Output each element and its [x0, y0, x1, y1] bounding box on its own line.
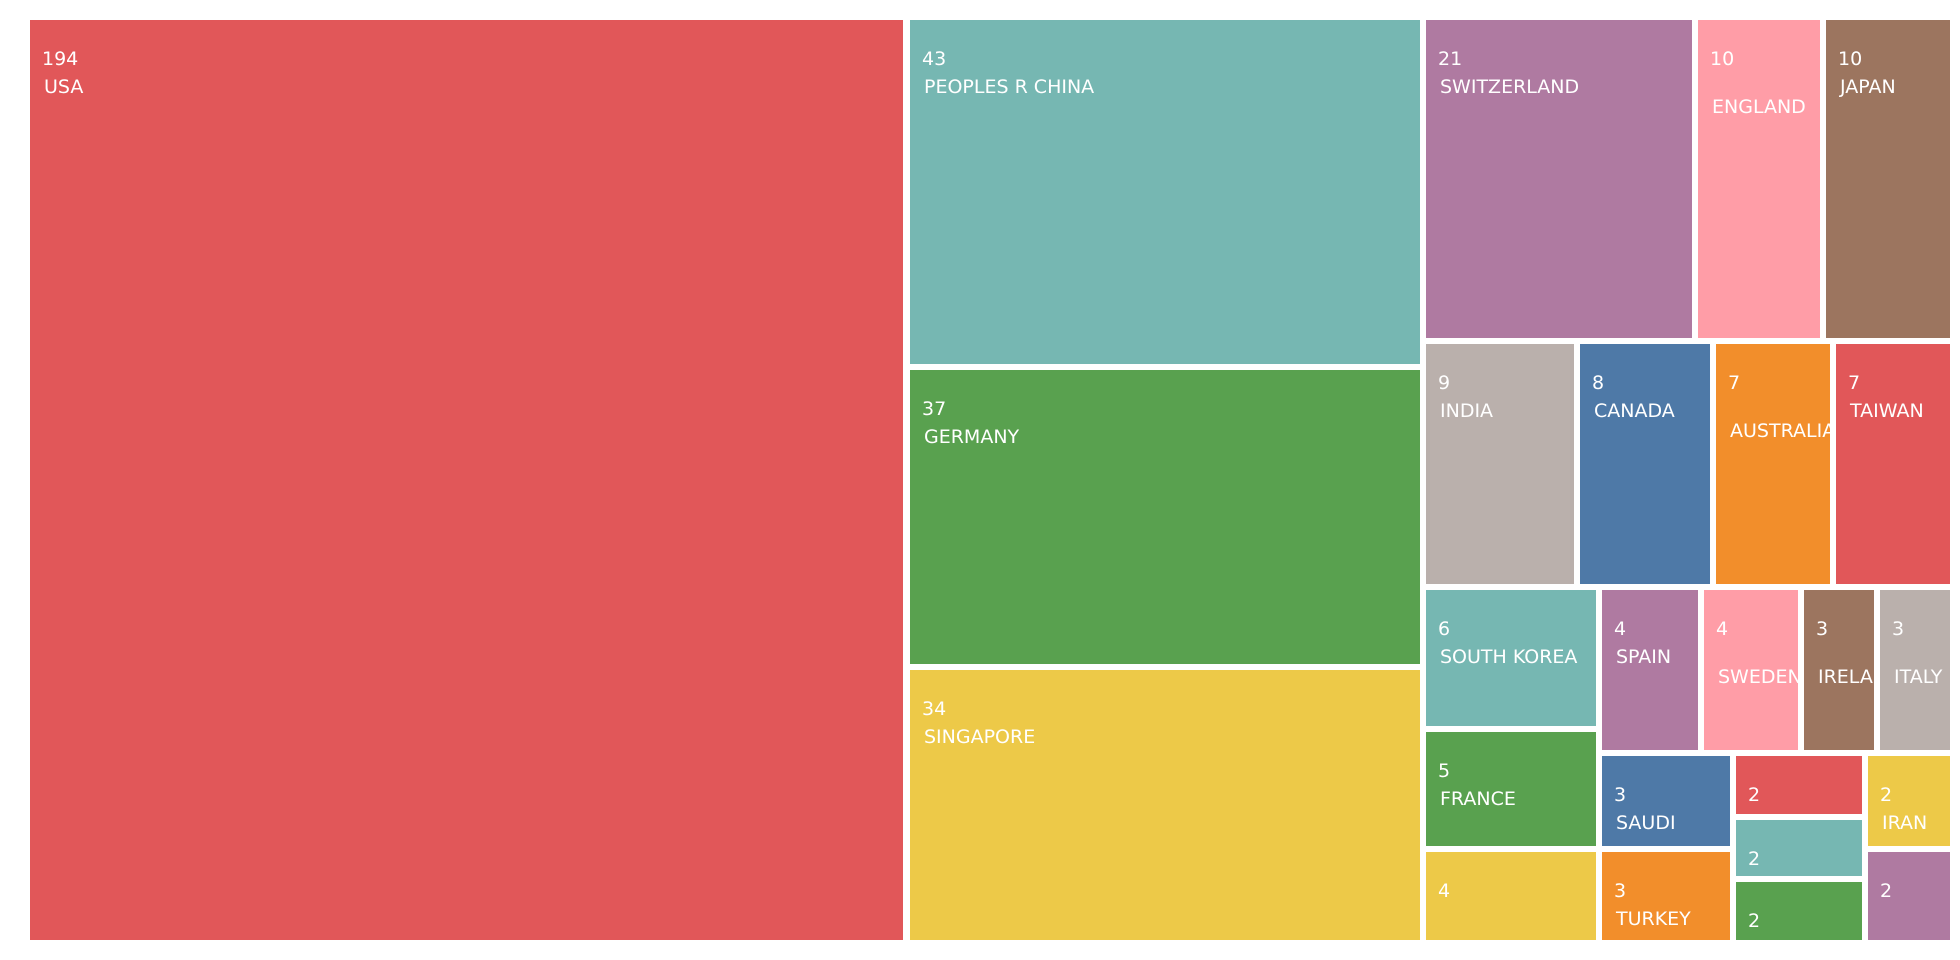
treemap-tile: 194 USA	[30, 20, 903, 940]
tile-value: 8	[1592, 372, 1605, 394]
treemap-tile: 2	[1736, 882, 1862, 940]
tile-value: 2	[1880, 784, 1893, 806]
tile-label: ITALY	[1894, 666, 1943, 688]
treemap-tile: 7 AUSTRALIA	[1716, 344, 1830, 584]
treemap-tile: 21 SWITZERLAND	[1426, 20, 1692, 338]
treemap-tile: 10 ENGLAND	[1698, 20, 1820, 338]
treemap-tile: 4 SPAIN	[1602, 590, 1698, 750]
tile-label: SWITZERLAND	[1440, 76, 1580, 98]
tile-label: ENGLAND	[1712, 96, 1806, 118]
tile-value: 3	[1816, 618, 1829, 640]
tile-value: 4	[1614, 618, 1627, 640]
treemap-tile: 7 TAIWAN	[1836, 344, 1950, 584]
tile-value: 9	[1438, 372, 1451, 394]
tile-value: 3	[1614, 880, 1627, 902]
tile-label: FRANCE	[1440, 788, 1516, 810]
treemap-tile: 4 SWEDEN	[1704, 590, 1798, 750]
tile-value: 10	[1710, 48, 1735, 70]
tile-value: 37	[922, 398, 947, 420]
treemap-tile: 3 SAUDI	[1602, 756, 1730, 846]
tile-value: 21	[1438, 48, 1463, 70]
tile-value: 43	[922, 48, 947, 70]
tile-label: TURKEY	[1616, 908, 1691, 930]
tile-label: CANADA	[1594, 400, 1675, 422]
treemap-tile: 3 ITALY	[1880, 590, 1950, 750]
tile-value: 194	[42, 48, 79, 70]
tile-value: 5	[1438, 760, 1451, 782]
treemap-tile: 2	[1736, 756, 1862, 814]
treemap-tile: 3 IRELAND	[1804, 590, 1874, 750]
tile-label: JAPAN	[1840, 76, 1896, 98]
treemap-tile: 34 SINGAPORE	[910, 670, 1420, 940]
treemap-tile: 10 JAPAN	[1826, 20, 1950, 338]
tile-value: 2	[1748, 784, 1761, 806]
treemap-tile: 3 TURKEY	[1602, 852, 1730, 940]
tile-value: 7	[1728, 372, 1741, 394]
tile-label: USA	[44, 76, 84, 98]
tile-label: SAUDI	[1616, 812, 1676, 834]
tile-label: TAIWAN	[1850, 400, 1924, 422]
treemap-tile: 9 INDIA	[1426, 344, 1574, 584]
treemap-tile: 8 CANADA	[1580, 344, 1710, 584]
treemap-tile: 43 PEOPLES R CHINA	[910, 20, 1420, 364]
tile-label: GERMANY	[924, 426, 1020, 448]
tile-value: 4	[1716, 618, 1729, 640]
tile-value: 4	[1438, 880, 1451, 902]
treemap-tile: 37 GERMANY	[910, 370, 1420, 664]
treemap-tile: 2	[1868, 852, 1950, 940]
tile-label: IRELAND	[1818, 666, 1874, 688]
tile-value: 3	[1892, 618, 1905, 640]
tile-label: SOUTH KOREA	[1440, 646, 1578, 668]
tile-value: 3	[1614, 784, 1627, 806]
treemap-tile: 4	[1426, 852, 1596, 940]
tile-label: SPAIN	[1616, 646, 1672, 668]
tile-value: 6	[1438, 618, 1451, 640]
tile-label: SINGAPORE	[924, 726, 1036, 748]
treemap-tile: 5 FRANCE	[1426, 732, 1596, 846]
tile-value: 2	[1748, 910, 1761, 932]
tile-label: AUSTRALIA	[1730, 420, 1830, 442]
treemap-tile: 2	[1736, 820, 1862, 876]
treemap-tile: 2 IRAN	[1868, 756, 1950, 846]
tile-label: PEOPLES R CHINA	[924, 76, 1095, 98]
tile-value: 10	[1838, 48, 1863, 70]
tile-value: 34	[922, 698, 947, 720]
treemap-tile: 6 SOUTH KOREA	[1426, 590, 1596, 726]
tile-label: INDIA	[1440, 400, 1494, 422]
tile-value: 7	[1848, 372, 1861, 394]
tile-value: 2	[1880, 880, 1893, 902]
tile-value: 2	[1748, 848, 1761, 870]
tile-label: SWEDEN	[1718, 666, 1798, 688]
tile-label: IRAN	[1882, 812, 1928, 834]
